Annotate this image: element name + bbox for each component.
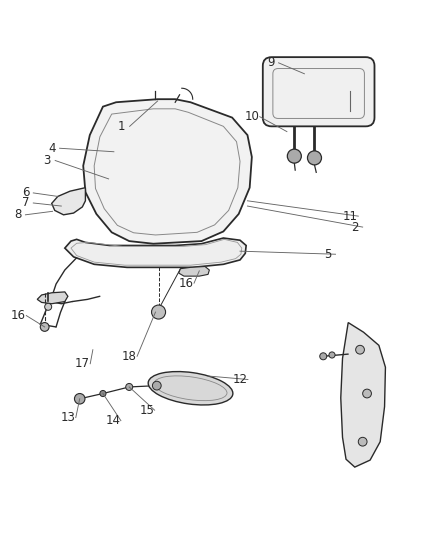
Circle shape bbox=[307, 151, 321, 165]
Circle shape bbox=[358, 437, 367, 446]
Text: 12: 12 bbox=[233, 373, 247, 386]
Circle shape bbox=[40, 322, 49, 332]
Text: 18: 18 bbox=[122, 350, 137, 363]
Text: 9: 9 bbox=[267, 56, 275, 69]
Text: 3: 3 bbox=[44, 154, 51, 167]
Text: 14: 14 bbox=[106, 414, 120, 427]
Circle shape bbox=[152, 381, 161, 390]
Polygon shape bbox=[65, 238, 246, 268]
Circle shape bbox=[329, 352, 335, 358]
Text: 4: 4 bbox=[48, 142, 56, 155]
Text: 13: 13 bbox=[60, 411, 75, 424]
Text: 17: 17 bbox=[75, 357, 90, 370]
Text: 8: 8 bbox=[14, 208, 21, 221]
Circle shape bbox=[356, 345, 364, 354]
Text: 15: 15 bbox=[139, 403, 154, 417]
Circle shape bbox=[100, 391, 106, 397]
Circle shape bbox=[74, 393, 85, 404]
FancyBboxPatch shape bbox=[263, 57, 374, 126]
Text: 6: 6 bbox=[21, 187, 29, 199]
Text: 1: 1 bbox=[118, 120, 126, 133]
Text: 16: 16 bbox=[11, 309, 26, 322]
Circle shape bbox=[126, 383, 133, 391]
Circle shape bbox=[363, 389, 371, 398]
Text: 11: 11 bbox=[343, 209, 358, 223]
Polygon shape bbox=[341, 322, 385, 467]
Text: 2: 2 bbox=[351, 221, 359, 233]
Text: 5: 5 bbox=[324, 248, 331, 261]
Polygon shape bbox=[52, 188, 85, 215]
Polygon shape bbox=[37, 292, 68, 304]
Circle shape bbox=[287, 149, 301, 163]
Ellipse shape bbox=[148, 372, 233, 405]
Circle shape bbox=[152, 305, 166, 319]
Text: 7: 7 bbox=[21, 197, 29, 209]
Text: 10: 10 bbox=[244, 110, 259, 123]
Polygon shape bbox=[179, 266, 209, 276]
Text: 16: 16 bbox=[179, 277, 194, 289]
Polygon shape bbox=[83, 99, 252, 244]
Circle shape bbox=[320, 353, 327, 360]
Circle shape bbox=[45, 303, 52, 310]
